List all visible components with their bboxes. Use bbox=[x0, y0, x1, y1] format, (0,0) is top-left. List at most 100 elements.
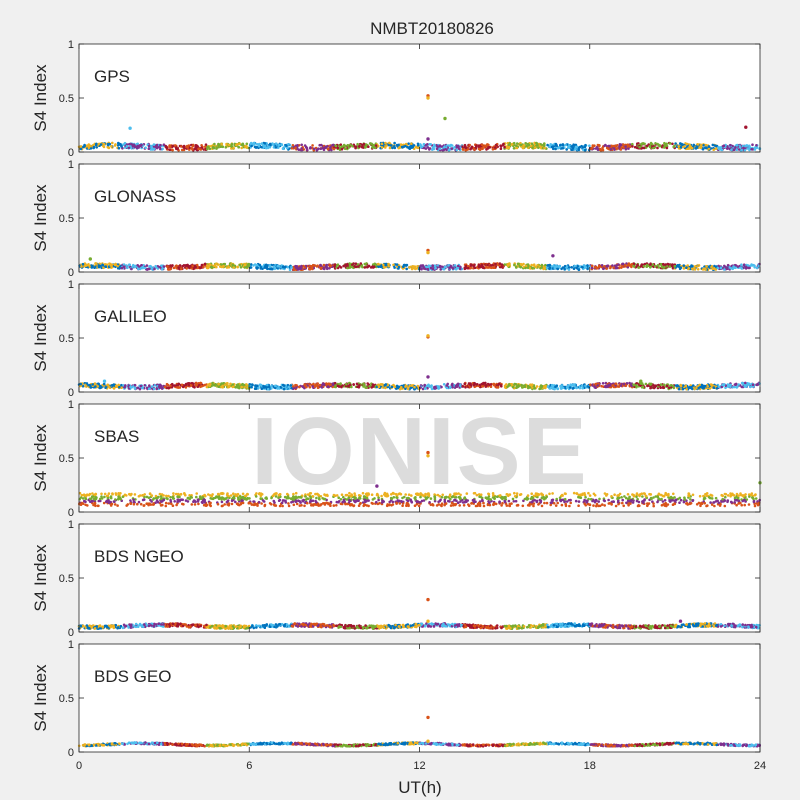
data-point bbox=[535, 141, 538, 145]
data-point bbox=[250, 144, 253, 148]
data-point bbox=[622, 146, 625, 149]
plot-area bbox=[79, 164, 760, 272]
data-point bbox=[605, 265, 609, 268]
data-point bbox=[723, 504, 727, 508]
data-point bbox=[358, 384, 361, 388]
data-point bbox=[573, 264, 577, 268]
data-point bbox=[318, 383, 322, 387]
data-points bbox=[78, 248, 761, 272]
data-point bbox=[390, 144, 393, 147]
data-point bbox=[673, 264, 677, 268]
data-point bbox=[461, 147, 465, 151]
data-point bbox=[423, 383, 427, 387]
data-point bbox=[174, 264, 178, 268]
data-point bbox=[757, 264, 760, 268]
data-point bbox=[729, 144, 732, 147]
data-point bbox=[411, 265, 415, 268]
data-point bbox=[336, 146, 340, 150]
data-point bbox=[147, 147, 151, 150]
data-point bbox=[694, 147, 698, 150]
data-point bbox=[499, 384, 503, 387]
data-point bbox=[410, 267, 414, 271]
data-point bbox=[532, 504, 535, 508]
data-point bbox=[362, 382, 365, 386]
data-point bbox=[104, 265, 107, 268]
data-point bbox=[524, 266, 527, 270]
data-point bbox=[710, 503, 714, 506]
data-point bbox=[451, 383, 454, 387]
data-point bbox=[446, 382, 450, 386]
data-point bbox=[292, 265, 295, 269]
data-point bbox=[686, 264, 689, 267]
data-point bbox=[416, 144, 420, 147]
data-point bbox=[633, 265, 636, 268]
data-point bbox=[361, 146, 364, 149]
data-point bbox=[252, 264, 255, 267]
data-point bbox=[177, 266, 180, 269]
data-point bbox=[199, 385, 202, 389]
data-point bbox=[616, 144, 619, 147]
data-point bbox=[609, 148, 613, 151]
data-point bbox=[473, 266, 477, 270]
data-point bbox=[626, 265, 630, 269]
data-point bbox=[391, 146, 394, 150]
data-point bbox=[424, 147, 428, 150]
outlier-point bbox=[443, 116, 447, 121]
data-point bbox=[567, 266, 571, 269]
data-point bbox=[186, 264, 189, 268]
data-point bbox=[489, 385, 493, 389]
data-point bbox=[594, 382, 598, 386]
data-point bbox=[364, 146, 367, 149]
data-point bbox=[112, 386, 115, 390]
data-point bbox=[605, 385, 609, 388]
data-point bbox=[573, 383, 576, 386]
data-point bbox=[482, 265, 485, 269]
data-point bbox=[133, 265, 137, 269]
data-point bbox=[295, 384, 298, 387]
data-point bbox=[266, 267, 269, 271]
data-point bbox=[539, 145, 542, 148]
data-point bbox=[753, 148, 757, 151]
data-point bbox=[202, 265, 205, 269]
data-point bbox=[374, 146, 377, 150]
y-tick-label: 0 bbox=[68, 267, 74, 279]
data-point bbox=[298, 385, 301, 389]
data-point bbox=[128, 263, 131, 267]
data-point bbox=[264, 144, 267, 148]
data-point bbox=[421, 387, 425, 391]
data-point bbox=[668, 265, 672, 268]
data-point bbox=[660, 265, 664, 269]
data-point bbox=[79, 147, 83, 151]
data-point bbox=[571, 387, 575, 390]
data-point bbox=[334, 144, 338, 148]
data-point bbox=[245, 265, 249, 269]
data-point bbox=[748, 148, 751, 152]
data-point bbox=[395, 263, 399, 266]
data-point bbox=[689, 498, 692, 501]
data-point bbox=[622, 504, 625, 508]
data-point bbox=[387, 262, 390, 266]
data-point bbox=[516, 262, 520, 266]
data-point bbox=[744, 381, 747, 385]
data-point bbox=[92, 145, 96, 149]
data-point bbox=[308, 147, 312, 150]
data-point bbox=[399, 143, 403, 146]
data-point bbox=[287, 385, 291, 389]
data-point bbox=[159, 147, 162, 151]
data-point bbox=[272, 265, 276, 269]
data-point bbox=[355, 382, 359, 386]
data-point bbox=[277, 143, 281, 147]
data-point bbox=[155, 387, 159, 391]
data-point bbox=[656, 264, 660, 267]
data-point bbox=[404, 144, 407, 148]
data-point bbox=[519, 262, 523, 266]
data-point bbox=[630, 263, 634, 266]
data-point bbox=[203, 383, 206, 387]
data-point bbox=[517, 384, 520, 388]
data-point bbox=[715, 144, 718, 148]
data-point bbox=[580, 144, 583, 148]
data-point bbox=[419, 143, 422, 146]
data-point bbox=[308, 383, 311, 386]
data-point bbox=[561, 144, 565, 147]
